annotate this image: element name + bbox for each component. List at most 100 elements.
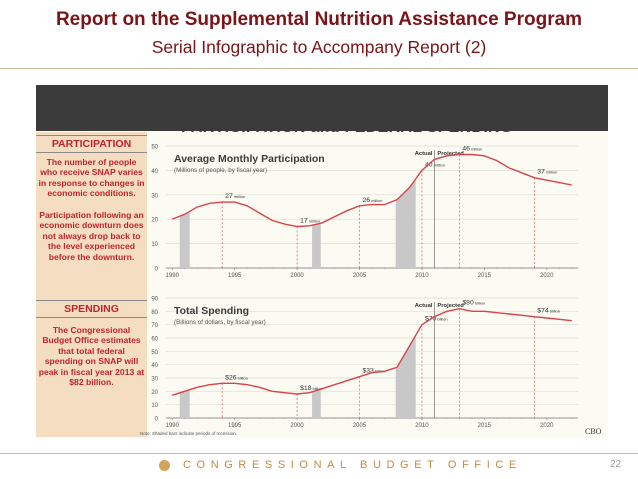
x-tick-label: 2000 [290, 423, 304, 429]
y-tick-label: 70 [151, 323, 158, 329]
x-tick-label: 2015 [478, 423, 492, 429]
y-tick-label: 90 [151, 297, 158, 303]
projected-label: Projected [437, 151, 464, 157]
annotation-value: $80 [462, 300, 474, 307]
actual-label: Actual [415, 303, 433, 309]
recession-bar [179, 389, 190, 418]
x-tick-label: 2000 [290, 273, 304, 279]
spending-text: The Congressional Budget Office estimate… [38, 325, 145, 388]
header-divider [0, 68, 638, 69]
participation-text-2: Participation following an economic down… [39, 210, 144, 262]
annotation-unit: million [233, 194, 245, 199]
series-line [171, 153, 572, 228]
infographic-banner-title: PARTICIPATION and FEDERAL SPENDING [181, 119, 513, 136]
recession-bar [395, 178, 416, 268]
y-tick-label: 60 [151, 337, 158, 343]
x-tick-label: 2015 [478, 273, 492, 279]
footer-org: CONGRESSIONAL BUDGET OFFICE [183, 459, 522, 471]
actual-label: Actual [415, 151, 433, 157]
annotation-unit: million [433, 162, 445, 167]
slide-title: Report on the Supplemental Nutrition Ass… [55, 9, 583, 30]
annotation-label: $74 billion [537, 308, 560, 315]
series-line [171, 307, 572, 396]
participation-text-1: The number of people who receive SNAP va… [38, 157, 145, 199]
sidebar-rule [36, 300, 147, 301]
annotation-value: $33 [363, 368, 375, 375]
y-tick-label: 50 [151, 145, 158, 151]
annotation-unit: billion [436, 317, 447, 322]
y-tick-label: 10 [151, 242, 158, 248]
annotation-value: $26 [225, 374, 237, 381]
x-tick-label: 1995 [228, 273, 242, 279]
annotation-value: 27 [225, 193, 233, 200]
chart-title: Total Spending [174, 305, 249, 317]
annotation-unit: million [470, 147, 482, 152]
recession-bar [312, 223, 321, 268]
annotation-label: 17 million [300, 218, 320, 225]
chart-subtitle: (Millions of people, by fiscal year) [174, 167, 267, 174]
recession-note: Note: Shaded bars indicate periods of re… [140, 431, 238, 436]
annotation-unit: billion [237, 375, 248, 380]
annotation-value: $18 [300, 385, 312, 392]
y-tick-label: 30 [151, 193, 158, 199]
annotation-label: 46 million [462, 146, 482, 153]
projected-label: Projected [437, 303, 464, 309]
x-tick-label: 1990 [166, 423, 180, 429]
slide-subtitle: Serial Infographic to Accompany Report (… [151, 37, 487, 57]
y-tick-label: 40 [151, 169, 158, 175]
annotation-unit: million [545, 170, 557, 175]
sidebar-rule [36, 152, 147, 153]
recession-bar [312, 389, 321, 418]
x-tick-label: 2010 [415, 423, 429, 429]
annotation-unit: billion [474, 301, 485, 306]
annotation-label: 27 million [225, 193, 245, 200]
annotation-label: 26 million [363, 197, 383, 204]
page-number: 22 [610, 459, 622, 470]
recession-bar [179, 211, 190, 268]
y-tick-label: 0 [155, 267, 159, 273]
sidebar-rule [36, 135, 147, 136]
annotation-value: $74 [537, 308, 549, 315]
footer-divider [0, 453, 638, 454]
y-tick-label: 80 [151, 310, 158, 316]
x-tick-label: 1990 [166, 273, 180, 279]
y-tick-label: 20 [151, 218, 158, 224]
spending-heading: SPENDING [36, 302, 147, 316]
annotation-value: 37 [537, 169, 545, 176]
participation-heading: PARTICIPATION [36, 137, 147, 151]
annotation-label: $18 billion [300, 385, 323, 392]
chart-title: Average Monthly Participation [174, 153, 325, 165]
y-tick-label: 10 [151, 403, 158, 409]
y-tick-label: 30 [151, 377, 158, 383]
infographic-banner-band [36, 85, 608, 131]
sidebar-rule [36, 317, 147, 318]
annotation-label: $80 billion [462, 300, 485, 307]
annotation-unit: million [370, 198, 382, 203]
annotation-unit: billion [549, 309, 560, 314]
annotation-unit: billion [311, 386, 322, 391]
infographic-sidebar [36, 132, 147, 437]
participation-chart: 0 10 20 30 40 50 1990 1995 2000 2005 2010 2015 2020 A… [151, 145, 578, 279]
cbo-logo-icon [159, 460, 170, 471]
annotation-label: 37 million [537, 169, 557, 176]
x-tick-label: 2010 [415, 273, 429, 279]
x-tick-label: 2005 [353, 423, 367, 429]
annotation-value: 17 [300, 218, 308, 225]
x-tick-label: 2020 [540, 273, 554, 279]
annotation-label: $26 billion [225, 374, 248, 381]
annotation-value: 26 [363, 197, 371, 204]
y-tick-label: 0 [155, 417, 159, 423]
spending-chart: 0 10 20 30 40 50 60 70 80 90 1990 1995 2000 2005 2010 2… [151, 297, 578, 429]
y-tick-label: 20 [151, 390, 158, 396]
x-tick-label: 2020 [540, 423, 554, 429]
source-label: CBO [585, 427, 602, 436]
y-tick-label: 40 [151, 363, 158, 369]
annotation-value: 46 [462, 146, 470, 153]
annotation-unit: million [308, 219, 320, 224]
x-tick-label: 1995 [228, 423, 242, 429]
y-tick-label: 50 [151, 350, 158, 356]
x-tick-label: 2005 [353, 273, 367, 279]
annotation-label: $70 billion [425, 316, 448, 323]
recession-bar [395, 335, 416, 418]
chart-subtitle: (Billions of dollars, by fiscal year) [174, 319, 266, 326]
